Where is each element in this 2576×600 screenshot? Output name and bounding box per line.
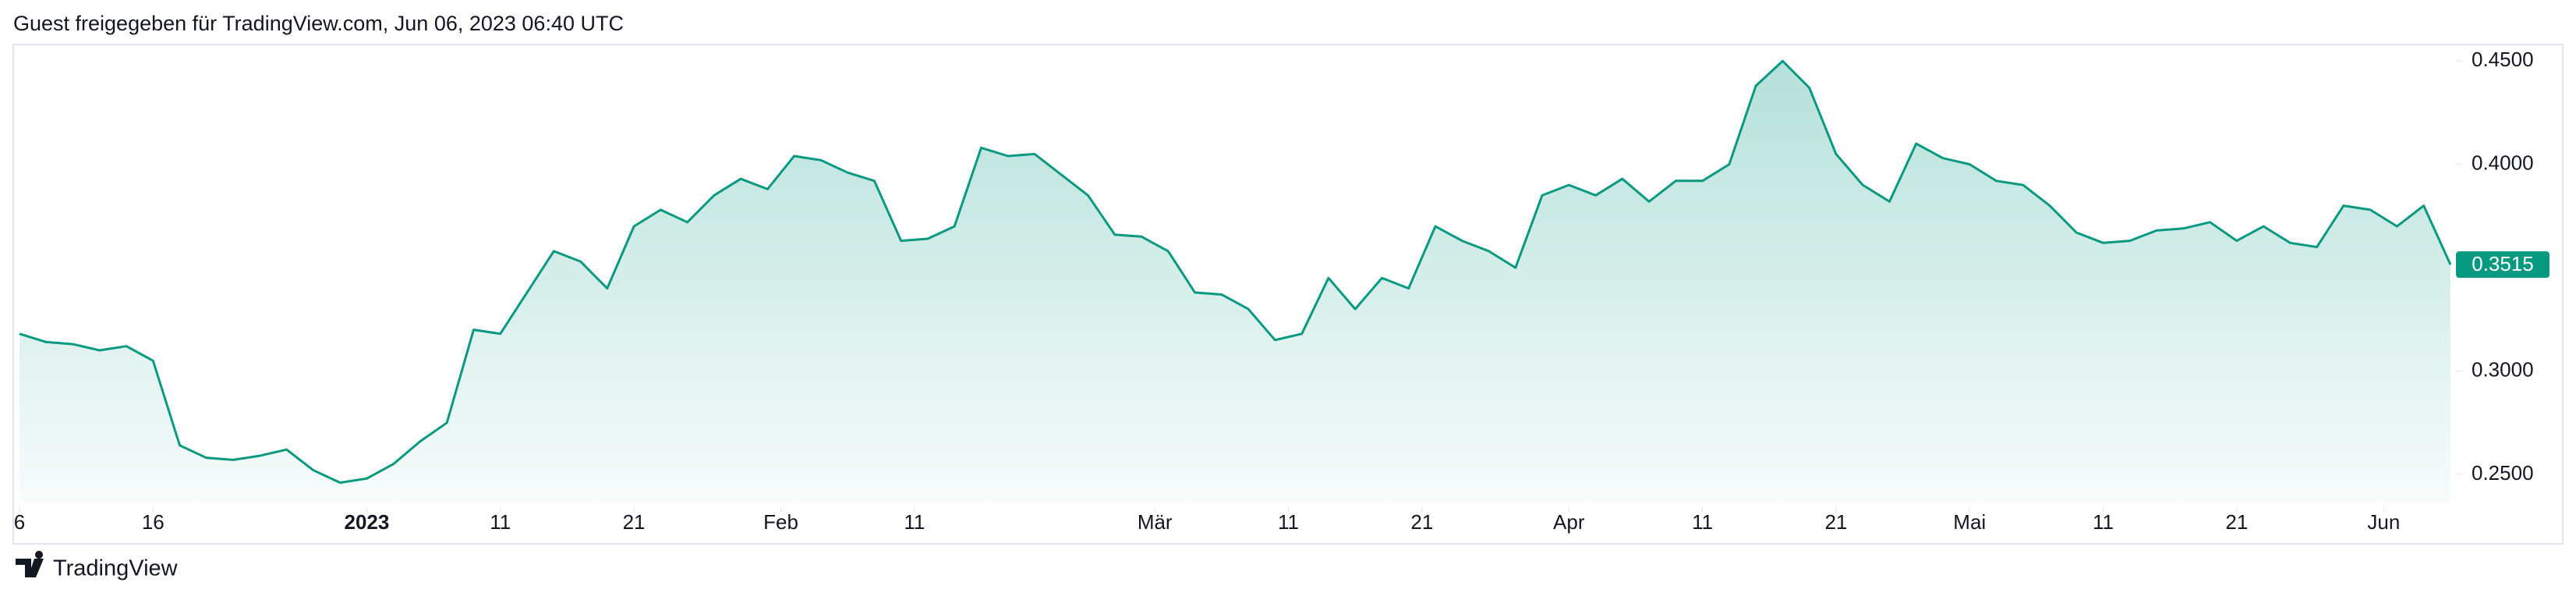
- x-tick-label: 11: [904, 510, 925, 534]
- area-fill: [19, 61, 2450, 502]
- x-tick-label: Apr: [1553, 510, 1585, 534]
- x-tick-label: 11: [1692, 510, 1713, 534]
- x-tick-label: 11: [490, 510, 511, 534]
- x-tick-label: 11: [1278, 510, 1299, 534]
- y-tick-label: 0.4500: [2472, 48, 2534, 71]
- x-tick-label: Jun: [2367, 510, 2400, 534]
- x-tick-label: 16: [142, 510, 165, 534]
- price-line: [19, 59, 2452, 485]
- y-tick-label: 0.4000: [2472, 151, 2534, 175]
- price-badge-label: 0.3515: [2472, 252, 2534, 275]
- frame: [12, 44, 2564, 545]
- x-tick-label: Mai: [1953, 510, 1986, 534]
- x-tick-label: Feb: [763, 510, 798, 534]
- x-tick-label: 21: [2225, 510, 2248, 534]
- x-tick-label: 21: [1410, 510, 1433, 534]
- logo: [16, 551, 44, 577]
- y-tick-label: 0.3000: [2472, 357, 2534, 381]
- x-tick-label: 6: [14, 510, 25, 534]
- x-tick-label: 21: [623, 510, 646, 534]
- x-tick-label: Mär: [1138, 510, 1173, 534]
- y-tick-label: 0.2500: [2472, 461, 2534, 485]
- x-tick-label: 21: [1824, 510, 1847, 534]
- x-tick-label: 11: [2093, 510, 2114, 534]
- x-tick-label: 2023: [345, 510, 390, 534]
- price-badge: [2456, 251, 2549, 279]
- header: Guest freigegeben für TradingView.com, J…: [13, 12, 624, 35]
- footer: TradingView: [53, 556, 179, 581]
